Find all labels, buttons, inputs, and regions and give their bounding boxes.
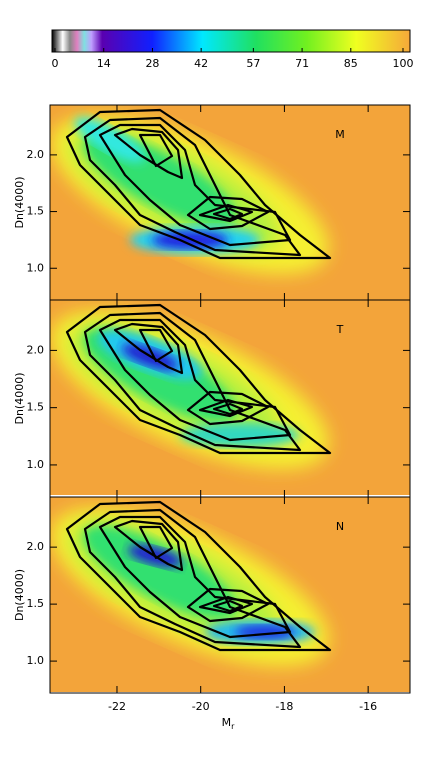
y-tick-label: 2.0 [27,540,45,553]
colorbar [51,29,411,53]
x-axis-label-sub: r [231,722,235,731]
y-tick-label: 2.0 [27,343,45,356]
colorbar-tick-label: 71 [295,57,309,70]
x-tick-label: -22 [108,700,126,713]
y-tick-label: 1.5 [27,401,45,414]
y-axis-label: Dn(4000) [13,372,26,424]
y-axis-label: Dn(4000) [13,176,26,228]
x-tick-label: -16 [359,700,377,713]
panel-label: T [336,323,344,336]
y-tick-label: 1.5 [27,205,45,218]
colorbar-tick-label: 42 [194,57,208,70]
y-axis-label: Dn(4000) [13,569,26,621]
y-tick-label: 1.0 [27,654,45,667]
colorbar-tick-label: 57 [246,57,260,70]
panel-label: N [336,520,344,533]
y-tick-label: 1.0 [27,261,45,274]
colorbar-tick-label: 0 [52,57,59,70]
y-tick-label: 1.0 [27,458,45,471]
x-axis-label-main: M [222,716,232,729]
x-tick-label: -20 [192,700,210,713]
colorbar-tick-label: 85 [344,57,358,70]
y-tick-label: 2.0 [27,148,45,161]
y-tick-label: 1.5 [27,597,45,610]
panel-label: M [335,128,345,141]
colorbar-tick-label: 100 [393,57,414,70]
colorbar-tick-label: 28 [145,57,159,70]
frame [49,104,411,694]
x-axis-label: Mr [222,716,236,731]
colorbar-tick-label: 14 [97,57,111,70]
x-tick-label: -18 [275,700,293,713]
